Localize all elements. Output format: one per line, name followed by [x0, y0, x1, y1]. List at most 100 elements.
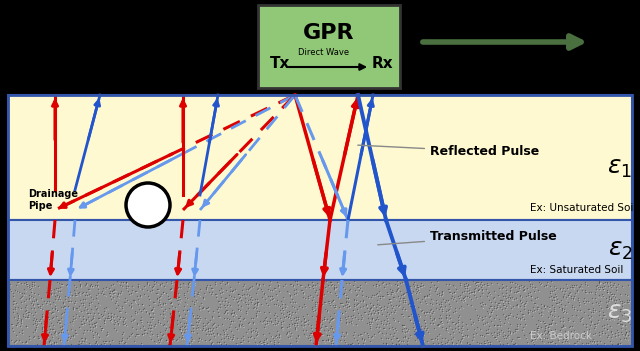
- Point: [133, 285, 143, 290]
- Point: [259, 337, 269, 343]
- Point: [481, 332, 492, 337]
- Point: [140, 306, 150, 311]
- Point: [92, 319, 102, 324]
- Point: [349, 313, 360, 319]
- Point: [100, 309, 110, 314]
- Point: [557, 302, 567, 308]
- Point: [547, 318, 557, 324]
- Point: [620, 322, 630, 328]
- Point: [196, 287, 206, 292]
- Point: [317, 325, 328, 331]
- Point: [394, 298, 404, 304]
- Point: [159, 312, 170, 318]
- Point: [56, 305, 67, 311]
- Point: [255, 286, 266, 292]
- Point: [425, 320, 435, 326]
- Point: [197, 305, 207, 310]
- Point: [74, 342, 84, 347]
- Point: [59, 327, 69, 333]
- Point: [225, 329, 236, 334]
- Point: [180, 330, 190, 336]
- Point: [615, 322, 625, 327]
- Point: [512, 315, 522, 321]
- Point: [515, 317, 525, 323]
- Point: [284, 282, 294, 287]
- Point: [11, 322, 21, 327]
- Point: [516, 323, 526, 328]
- Point: [463, 342, 473, 347]
- Point: [467, 289, 477, 295]
- Point: [260, 323, 271, 328]
- Point: [194, 317, 204, 322]
- Point: [70, 292, 81, 297]
- Point: [349, 280, 360, 285]
- Point: [26, 285, 36, 291]
- Point: [573, 314, 583, 319]
- Point: [529, 289, 540, 295]
- Point: [115, 283, 125, 288]
- Point: [136, 294, 146, 300]
- Point: [67, 322, 77, 327]
- Point: [88, 332, 99, 338]
- Point: [543, 324, 553, 330]
- Point: [159, 312, 169, 318]
- Point: [550, 294, 561, 299]
- Point: [355, 285, 365, 290]
- Point: [84, 322, 94, 327]
- Point: [43, 299, 53, 305]
- Point: [472, 280, 483, 286]
- Point: [477, 305, 488, 310]
- Point: [252, 299, 262, 305]
- Point: [226, 318, 236, 324]
- Point: [457, 327, 467, 333]
- Point: [477, 342, 487, 347]
- Point: [143, 294, 154, 300]
- Point: [495, 318, 505, 324]
- Point: [337, 280, 347, 285]
- Point: [156, 305, 166, 311]
- Point: [100, 292, 110, 297]
- Point: [311, 300, 321, 306]
- Point: [550, 340, 561, 346]
- Point: [579, 322, 589, 328]
- Point: [351, 302, 362, 307]
- Point: [464, 283, 474, 289]
- Point: [569, 327, 579, 332]
- Point: [81, 281, 92, 286]
- Point: [404, 314, 414, 320]
- Point: [195, 313, 205, 319]
- Point: [179, 282, 189, 287]
- Point: [227, 294, 237, 300]
- Point: [65, 341, 76, 346]
- Point: [332, 293, 342, 299]
- Point: [315, 309, 325, 314]
- Point: [563, 339, 573, 345]
- Point: [207, 341, 217, 346]
- Point: [41, 320, 51, 326]
- Point: [442, 315, 452, 321]
- Point: [549, 284, 559, 289]
- Point: [341, 310, 351, 315]
- Point: [481, 303, 491, 308]
- Point: [523, 310, 533, 315]
- Point: [568, 293, 579, 299]
- Point: [413, 336, 423, 341]
- Point: [455, 330, 465, 336]
- Point: [595, 287, 605, 293]
- Point: [45, 290, 56, 296]
- Point: [614, 340, 625, 346]
- Point: [199, 296, 209, 302]
- Point: [579, 295, 589, 300]
- Point: [470, 281, 481, 286]
- Point: [244, 327, 254, 333]
- Point: [369, 331, 379, 337]
- Point: [29, 313, 40, 319]
- Point: [607, 316, 618, 322]
- Point: [564, 316, 574, 322]
- Point: [571, 342, 581, 347]
- Point: [26, 310, 36, 315]
- Point: [91, 304, 101, 310]
- Point: [214, 339, 224, 345]
- Point: [367, 316, 378, 322]
- Point: [582, 342, 592, 347]
